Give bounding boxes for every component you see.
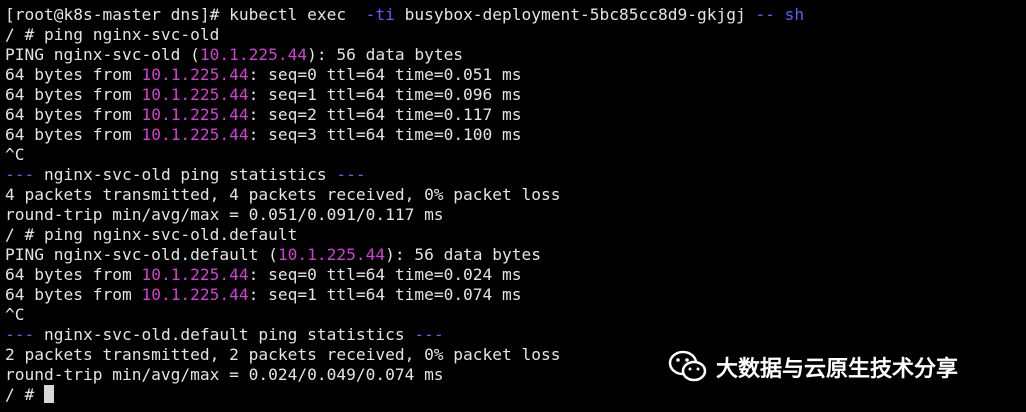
terminal-text: --- bbox=[414, 325, 444, 344]
terminal-text: : seq=0 ttl=64 time=0.024 ms bbox=[248, 265, 522, 284]
terminal-text: --- bbox=[5, 325, 35, 344]
terminal-line: ^C bbox=[5, 305, 804, 325]
terminal-text: PING nginx-svc-old.default ( bbox=[5, 245, 278, 264]
terminal-text: ^C bbox=[5, 145, 25, 164]
terminal-text: 10.1.225.44 bbox=[141, 85, 249, 104]
terminal-text: -ti bbox=[365, 5, 395, 24]
watermark: 大数据与云原生技术分享 bbox=[668, 350, 958, 384]
terminal-text: : seq=0 ttl=64 time=0.051 ms bbox=[248, 65, 522, 84]
terminal-text: ): 56 data bytes bbox=[307, 45, 464, 64]
terminal-text: 10.1.225.44 bbox=[141, 285, 249, 304]
terminal-text: -- sh bbox=[755, 5, 805, 24]
terminal-text: 10.1.225.44 bbox=[141, 265, 249, 284]
terminal-text: : seq=1 ttl=64 time=0.074 ms bbox=[248, 285, 522, 304]
terminal-text: 64 bytes from bbox=[5, 65, 142, 84]
terminal-line: / # ping nginx-svc-old.default bbox=[5, 225, 804, 245]
terminal-text: 2 packets transmitted, 2 packets receive… bbox=[5, 345, 561, 364]
terminal-text: 64 bytes from bbox=[5, 85, 142, 104]
terminal-text: 10.1.225.44 bbox=[277, 245, 386, 264]
terminal-text: / # bbox=[5, 385, 44, 404]
terminal-text: round-trip min/avg/max = 0.024/0.049/0.0… bbox=[5, 365, 444, 384]
terminal-text: : seq=1 ttl=64 time=0.096 ms bbox=[248, 85, 522, 104]
terminal-line: --- nginx-svc-old ping statistics --- bbox=[5, 165, 804, 185]
watermark-text: 大数据与云原生技术分享 bbox=[716, 357, 959, 382]
terminal-text: : seq=3 ttl=64 time=0.100 ms bbox=[248, 125, 522, 144]
terminal-line: --- nginx-svc-old.default ping statistic… bbox=[5, 325, 804, 345]
terminal-text: : seq=2 ttl=64 time=0.117 ms bbox=[248, 105, 522, 124]
terminal-line: round-trip min/avg/max = 0.051/0.091/0.1… bbox=[5, 205, 804, 225]
terminal: [root@k8s-master dns]# kubectl exec -ti … bbox=[5, 5, 804, 405]
terminal-line: ^C bbox=[5, 145, 804, 165]
terminal-text: / # ping nginx-svc-old.default bbox=[5, 225, 298, 244]
terminal-line: 64 bytes from 10.1.225.44: seq=1 ttl=64 … bbox=[5, 85, 804, 105]
terminal-text: 10.1.225.44 bbox=[141, 105, 249, 124]
terminal-text: --- bbox=[336, 165, 366, 184]
terminal-text: ): 56 data bytes bbox=[385, 245, 542, 264]
terminal-text: busybox-deployment-5bc85cc8d9-gkjgj bbox=[394, 5, 756, 24]
terminal-text: nginx-svc-old.default ping statistics bbox=[34, 325, 415, 344]
terminal-text: PING nginx-svc-old ( bbox=[5, 45, 200, 64]
terminal-line: 64 bytes from 10.1.225.44: seq=0 ttl=64 … bbox=[5, 265, 804, 285]
terminal-line: 2 packets transmitted, 2 packets receive… bbox=[5, 345, 804, 365]
terminal-text: / # ping nginx-svc-old bbox=[5, 25, 220, 44]
terminal-line: [root@k8s-master dns]# kubectl exec -ti … bbox=[5, 5, 804, 25]
terminal-line: / # bbox=[5, 385, 804, 405]
wechat-icon bbox=[668, 350, 707, 382]
terminal-text: 10.1.225.44 bbox=[141, 125, 249, 144]
terminal-text: 4 packets transmitted, 4 packets receive… bbox=[5, 185, 561, 204]
terminal-text: nginx-svc-old ping statistics bbox=[34, 165, 337, 184]
terminal-line: 64 bytes from 10.1.225.44: seq=1 ttl=64 … bbox=[5, 285, 804, 305]
terminal-text: 64 bytes from bbox=[5, 125, 142, 144]
terminal-text: 10.1.225.44 bbox=[141, 65, 249, 84]
terminal-line: PING nginx-svc-old (10.1.225.44): 56 dat… bbox=[5, 45, 804, 65]
terminal-text: --- bbox=[5, 165, 35, 184]
terminal-text: 64 bytes from bbox=[5, 265, 142, 284]
terminal-text: 64 bytes from bbox=[5, 285, 142, 304]
terminal-line: 4 packets transmitted, 4 packets receive… bbox=[5, 185, 804, 205]
terminal-text: 10.1.225.44 bbox=[199, 45, 308, 64]
terminal-line: 64 bytes from 10.1.225.44: seq=2 ttl=64 … bbox=[5, 105, 804, 125]
terminal-text: round-trip min/avg/max = 0.051/0.091/0.1… bbox=[5, 205, 444, 224]
terminal-text: ^C bbox=[5, 305, 25, 324]
terminal-line: 64 bytes from 10.1.225.44: seq=0 ttl=64 … bbox=[5, 65, 804, 85]
cursor bbox=[43, 385, 54, 403]
terminal-line: 64 bytes from 10.1.225.44: seq=3 ttl=64 … bbox=[5, 125, 804, 145]
terminal-line: PING nginx-svc-old.default (10.1.225.44)… bbox=[5, 245, 804, 265]
terminal-line: round-trip min/avg/max = 0.024/0.049/0.0… bbox=[5, 365, 804, 385]
terminal-text: [root@k8s-master dns]# kubectl exec bbox=[5, 5, 366, 24]
terminal-text: 64 bytes from bbox=[5, 105, 142, 124]
terminal-line: / # ping nginx-svc-old bbox=[5, 25, 804, 45]
